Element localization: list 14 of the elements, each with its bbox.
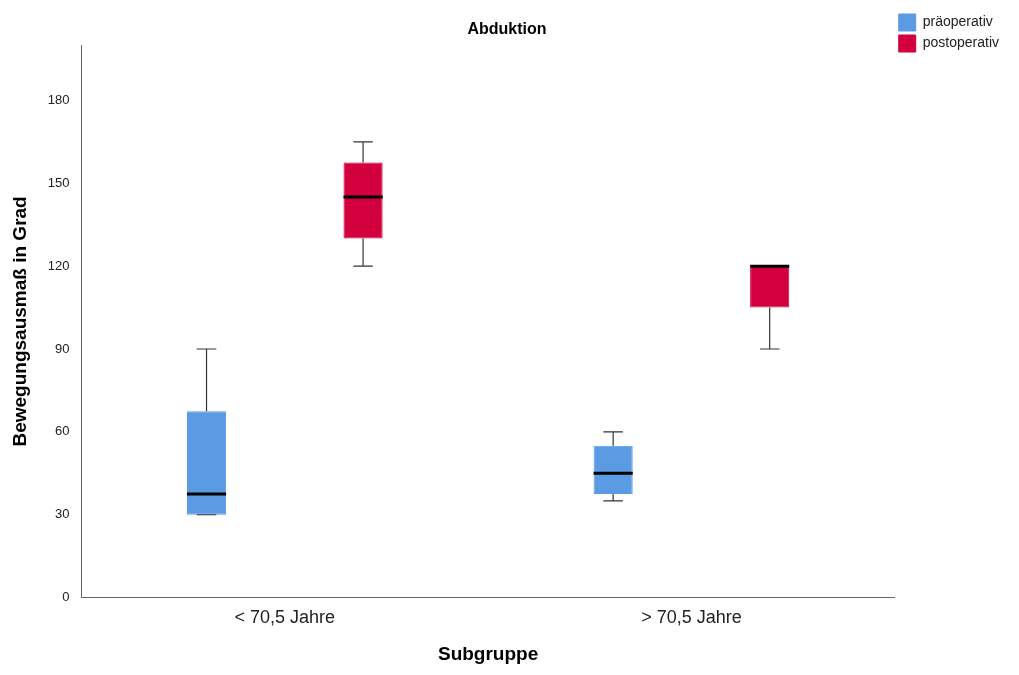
y-tick-label: 30 [55, 506, 70, 522]
y-tick-label: 120 [47, 257, 70, 273]
y-tick-label: 90 [55, 340, 70, 356]
y-tick-label: 180 [47, 92, 70, 108]
x-tick-label: > 70,5 Jahre [641, 607, 742, 628]
chart-title: Abduktion [467, 20, 547, 38]
y-axis-title: Bewegungsausmaß in Grad [8, 196, 30, 447]
y-tick-label: 150 [47, 174, 70, 190]
legend-label: präoperativ [922, 13, 993, 30]
y-tick-label: 60 [55, 423, 70, 439]
x-axis-title: Subgruppe [437, 642, 539, 664]
y-tick-label: 0 [62, 589, 70, 605]
x-tick-label: < 70,5 Jahre [234, 607, 336, 628]
legend-label: postoperativ [922, 34, 1000, 51]
